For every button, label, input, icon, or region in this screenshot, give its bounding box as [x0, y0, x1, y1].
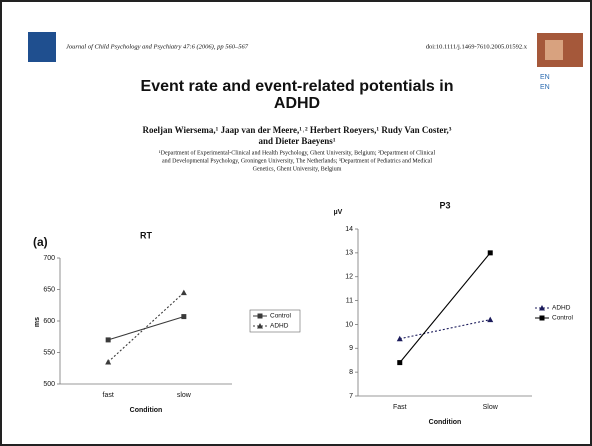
journal-logo: [28, 32, 56, 62]
y-tick-label: 700: [43, 255, 55, 262]
legend-marker: [257, 323, 263, 329]
y-tick-label: 600: [43, 318, 55, 325]
y-tick-label: 9: [349, 345, 353, 352]
y-axis-label: µV: [334, 209, 343, 216]
y-tick-label: 8: [349, 369, 353, 376]
x-tick-label: fast: [103, 392, 114, 399]
y-tick-label: 12: [345, 274, 353, 281]
y-tick-label: 500: [43, 381, 55, 388]
legend-label: ADHD: [270, 323, 289, 330]
authors: Roeljan Wiersema,¹ Jaap van der Meere,¹˒…: [143, 125, 452, 135]
y-tick-label: 13: [345, 250, 353, 257]
series-line: [399, 252, 491, 363]
legend-box: [249, 309, 301, 333]
legend-marker: [539, 315, 545, 321]
affiliation: ¹Department of Experimental-Clinical and…: [159, 149, 436, 156]
series-line: [107, 316, 185, 341]
point-marker: [181, 314, 187, 320]
series-line: [399, 319, 491, 340]
legend-label: Control: [270, 313, 292, 320]
legend-marker: [257, 313, 263, 319]
y-axis-label: ms: [34, 317, 41, 327]
article-title: Event rate and event-related potentials …: [141, 78, 454, 95]
x-tick-label: Slow: [483, 404, 499, 411]
point-marker: [105, 358, 112, 365]
y-tick-label: 10: [345, 321, 353, 328]
article-title: ADHD: [274, 95, 320, 112]
chart-title: RT: [140, 230, 152, 240]
legend-label: Control: [552, 315, 574, 322]
point-marker: [487, 316, 494, 323]
legend-label: ADHD: [552, 305, 571, 312]
y-tick-label: 11: [346, 297, 353, 304]
y-tick-label: 550: [43, 349, 55, 356]
doi[interactable]: doi:10.1111/j.1469-7610.2005.01592.x: [426, 43, 528, 50]
affiliation: and Developmental Psychology, Groningen …: [162, 157, 432, 164]
series-line: [107, 292, 185, 363]
legend-marker: [539, 305, 545, 311]
point-marker: [397, 360, 403, 366]
y-tick-label: 14: [345, 226, 353, 233]
point-marker: [105, 337, 111, 343]
panel-label: (a): [33, 235, 48, 249]
point-marker: [180, 289, 187, 296]
authors: and Dieter Baeyens¹: [258, 136, 335, 146]
x-tick-label: Fast: [393, 404, 407, 411]
language-link[interactable]: EN: [540, 74, 550, 81]
journal-citation: Journal of Child Psychology and Psychiat…: [66, 43, 249, 50]
x-axis-label: Condition: [130, 407, 163, 414]
y-tick-label: 650: [43, 286, 55, 293]
language-link[interactable]: EN: [540, 84, 550, 91]
affiliation: Genetics, Ghent University, Belgium: [253, 166, 342, 172]
cover-image-detail: [545, 40, 563, 60]
y-tick-label: 7: [349, 393, 353, 400]
x-axis-label: Condition: [429, 419, 462, 426]
point-marker: [487, 250, 493, 256]
point-marker: [396, 335, 403, 342]
chart-title: P3: [439, 200, 450, 210]
x-tick-label: slow: [177, 392, 192, 399]
